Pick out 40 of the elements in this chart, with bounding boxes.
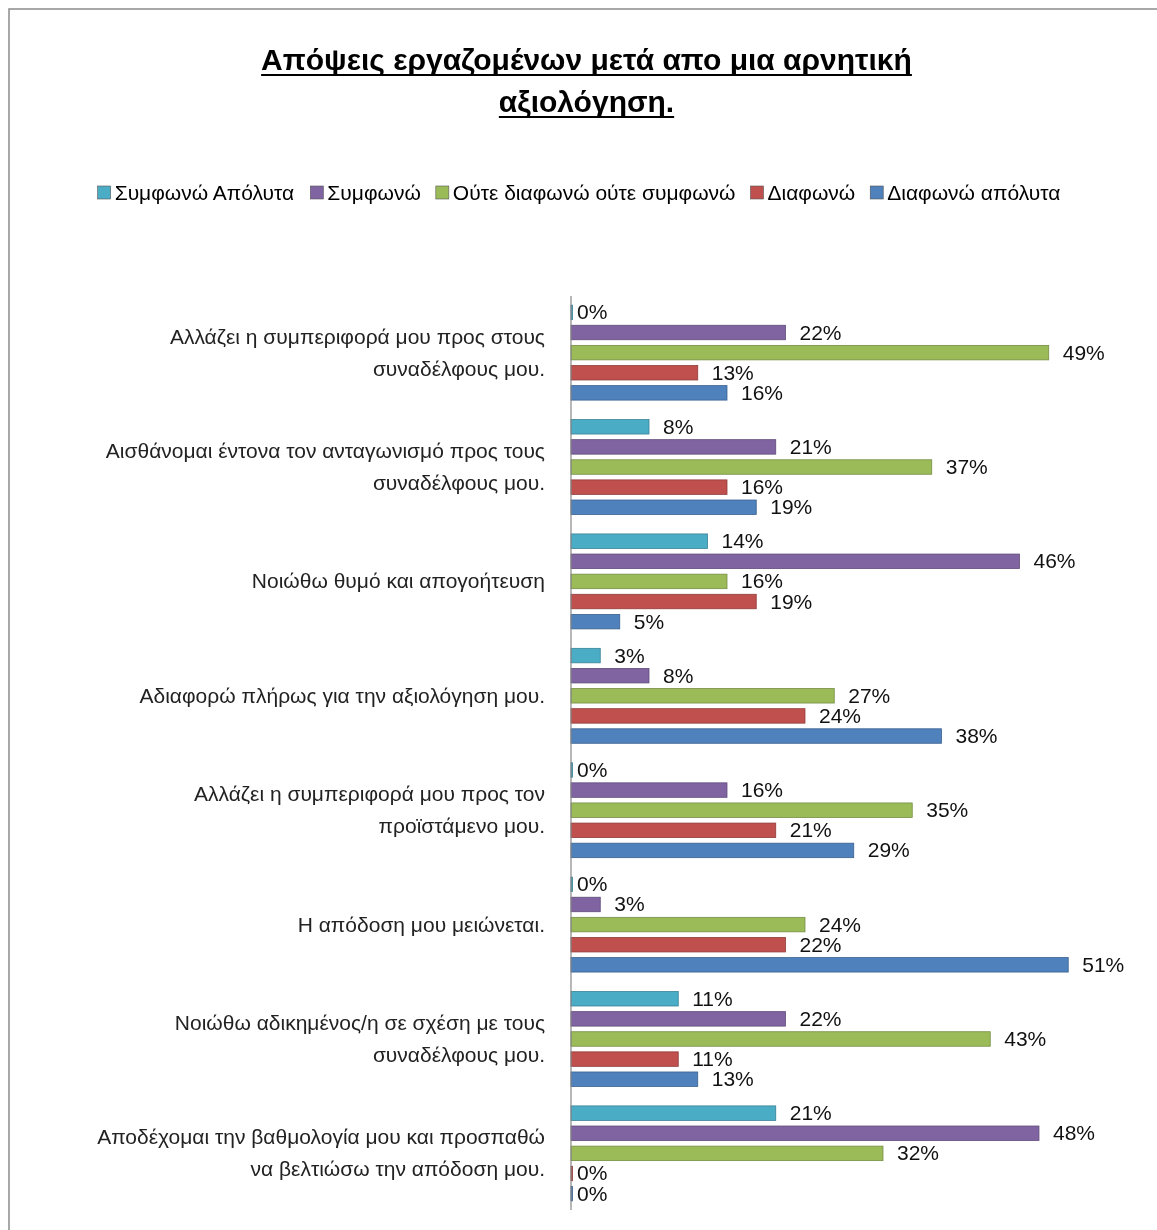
y-tick-label: Νοιώθω αδικημένος/η σε σχέση με τους συναδέλφους μου.	[174, 1010, 545, 1066]
legend-label: Ούτε διαφωνώ ούτε συμφωνώ	[452, 181, 736, 204]
data-label: 14%	[721, 529, 764, 553]
data-label: 35%	[926, 798, 969, 822]
data-label: 22%	[799, 1006, 842, 1030]
data-label: 3%	[614, 643, 645, 667]
data-label: 3%	[614, 892, 645, 916]
data-label: 22%	[799, 320, 842, 344]
y-tick-label: Αδιαφορώ πλήρως για την αξιολόγηση μου.	[139, 683, 545, 707]
data-label: 21%	[789, 434, 832, 458]
data-label: 51%	[1082, 952, 1125, 976]
y-tick-label: Νοιώθω θυμό και απογοήτευση	[251, 569, 545, 593]
data-label: 5%	[633, 609, 665, 633]
data-label: 8%	[663, 663, 694, 687]
data-label: 49%	[1062, 340, 1105, 364]
chart-title: Απόψεις εργαζομένων μετά απο μια αρνητική αξιολόγηση.	[261, 43, 912, 118]
data-label: 21%	[789, 1101, 832, 1125]
y-tick-label: Αισθάνομαι έντονα τον ανταγωνισμό προς τους συναδέλφους μου.	[105, 439, 545, 495]
y-tick-label: Η απόδοση μου μειώνεται.	[297, 912, 545, 936]
data-label: 38%	[955, 724, 998, 748]
y-tick-label: Αλλάζει η συμπεριφορά μου προς στους συναδέλφους μου.	[169, 324, 545, 380]
legend-label: Συμφωνώ	[327, 181, 421, 204]
data-label: 43%	[1004, 1026, 1047, 1050]
data-label: 0%	[577, 872, 608, 896]
legend-label: Διαφωνώ απόλυτα	[887, 181, 1061, 204]
data-label: 37%	[945, 455, 988, 479]
data-label: 29%	[867, 838, 910, 862]
data-label: 21%	[789, 818, 832, 842]
data-label: 11%	[692, 986, 733, 1010]
legend-label: Διαφωνώ	[767, 181, 856, 204]
y-tick-label: Αποδέχομαι την βαθμολογία μου και προσπαθώ να βελτιώσω την απόδοση μου.	[97, 1125, 545, 1181]
data-label: 0%	[577, 757, 608, 781]
data-label: 8%	[663, 414, 694, 438]
y-tick-label: Αλλάζει η συμπεριφορά μου προς τον προϊστάμενο μου.	[193, 782, 545, 838]
data-label: 48%	[1052, 1121, 1096, 1145]
data-label: 16%	[740, 778, 784, 802]
data-label: 32%	[896, 1141, 940, 1165]
data-label: 0%	[577, 300, 608, 324]
data-label: 46%	[1033, 549, 1076, 573]
legend-label: Συμφωνώ Απόλυτα	[114, 181, 295, 204]
